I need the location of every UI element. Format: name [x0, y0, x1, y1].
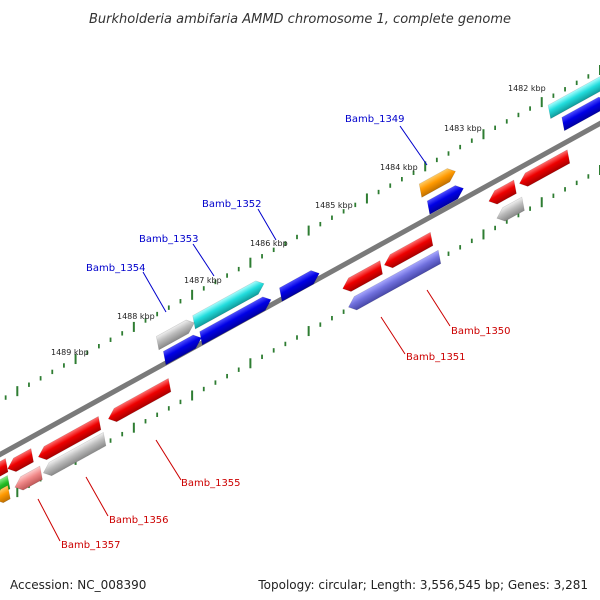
scale-label-1483: 1483 kbp — [444, 124, 482, 133]
gene-bamb-1349-blue-arrow — [426, 185, 464, 215]
leader-bamb-1353 — [192, 243, 215, 277]
leader-bamb-1356 — [85, 476, 109, 517]
gene-bamb-1351-arrow — [348, 249, 442, 311]
gene-bamb-1350-arrow — [383, 231, 434, 269]
gene-left-red-arrow — [0, 458, 9, 479]
gene-bamb-1350 — [383, 231, 434, 269]
map-title: Burkholderia ambifaria AMMD chromosome 1… — [89, 12, 511, 27]
gene-label-bamb-1357: Bamb_1357 — [61, 540, 121, 551]
gene-bamb-1352-arrow — [279, 270, 320, 302]
leader-bamb-1352 — [257, 208, 277, 241]
gene-bamb-1357 — [14, 465, 43, 491]
scale-label-1489: 1489 kbp — [51, 348, 89, 357]
gene-right-gray-arrow — [496, 196, 525, 222]
gene-top-right-blue-arrow — [561, 96, 600, 132]
gene-right-red-2 — [488, 179, 517, 205]
gene-bamb-1350-left-arrow — [342, 260, 383, 292]
gene-labels: Bamb_1349 Bamb_1352 Bamb_1353 Bamb_1354 … — [61, 114, 511, 551]
gene-bamb-1354 — [155, 319, 195, 351]
gene-bamb-1355-left-arrow — [37, 415, 102, 461]
gene-right-red-1 — [519, 149, 571, 187]
gene-bamb-1349-blue — [426, 185, 464, 215]
gene-bamb-1351 — [348, 249, 442, 311]
gene-left-red — [0, 458, 9, 479]
gene-left-orange — [0, 484, 11, 504]
scale-label-1486: 1486 kbp — [250, 239, 288, 248]
gene-bamb-1354-arrow — [155, 319, 195, 351]
scale-label-1484: 1484 kbp — [380, 163, 418, 172]
gene-bamb-1354-blue — [162, 334, 202, 366]
gene-bamb-1353-arrow — [192, 280, 265, 330]
gene-top-right-blue — [561, 96, 600, 132]
scale-label-1488: 1488 kbp — [117, 312, 155, 321]
leader-bamb-1354 — [142, 271, 167, 313]
gene-bamb-1356 — [42, 431, 107, 477]
gene-bamb-1356-arrow — [42, 431, 107, 477]
gene-bamb-1357-arrow — [14, 465, 43, 491]
gene-label-bamb-1356: Bamb_1356 — [109, 515, 169, 526]
gene-label-bamb-1353: Bamb_1353 — [139, 234, 199, 245]
scale-labels: 1482 kbp 1483 kbp 1484 kbp 1485 kbp 1486… — [51, 84, 546, 357]
gene-label-bamb-1354: Bamb_1354 — [86, 263, 146, 274]
gene-bamb-1349-arrow — [418, 168, 456, 198]
gene-label-bamb-1352: Bamb_1352 — [202, 199, 262, 210]
gene-bamb-1355-left — [37, 415, 102, 461]
leader-bamb-1350 — [426, 289, 451, 327]
accession-text: Accession: NC_008390 — [10, 578, 147, 592]
gene-right-gray — [496, 196, 525, 222]
gene-bamb-1356-red-arrow — [7, 448, 34, 472]
gene-right-red-1-arrow — [519, 149, 571, 187]
gene-bamb-1353-blue-arrow — [199, 296, 272, 346]
gene-left-orange-arrow — [0, 484, 11, 504]
gene-bamb-1350-left — [342, 260, 383, 292]
gene-label-bamb-1355: Bamb_1355 — [181, 478, 241, 489]
gene-bamb-1349 — [418, 168, 456, 198]
gene-bamb-1482-cyan — [547, 74, 600, 120]
gene-bamb-1355 — [107, 377, 172, 423]
scale-label-1482: 1482 kbp — [508, 84, 546, 93]
label-leaders — [37, 125, 451, 542]
gene-right-red-2-arrow — [488, 179, 517, 205]
gene-features — [0, 74, 600, 504]
scale-label-1487: 1487 kbp — [184, 276, 222, 285]
gene-label-bamb-1350: Bamb_1350 — [451, 326, 511, 337]
gene-bamb-1352 — [279, 270, 320, 302]
leader-bamb-1351 — [380, 316, 406, 355]
gene-bamb-1353-blue — [199, 296, 272, 346]
gene-bamb-1356-red — [7, 448, 34, 472]
gene-label-bamb-1351: Bamb_1351 — [406, 352, 466, 363]
gene-label-bamb-1349: Bamb_1349 — [345, 114, 405, 125]
leader-bamb-1357 — [37, 498, 61, 542]
gene-bamb-1353 — [192, 280, 265, 330]
leader-bamb-1349 — [399, 125, 428, 166]
gene-bamb-1482-cyan-arrow — [547, 74, 600, 120]
topology-text: Topology: circular; Length: 3,556,545 bp… — [258, 578, 588, 592]
scale-label-1485: 1485 kbp — [315, 201, 353, 210]
outer-tick-track — [4, 65, 600, 400]
leader-bamb-1355 — [155, 439, 182, 481]
gene-bamb-1354-blue-arrow — [162, 334, 202, 366]
gene-bamb-1355-arrow — [107, 377, 172, 423]
